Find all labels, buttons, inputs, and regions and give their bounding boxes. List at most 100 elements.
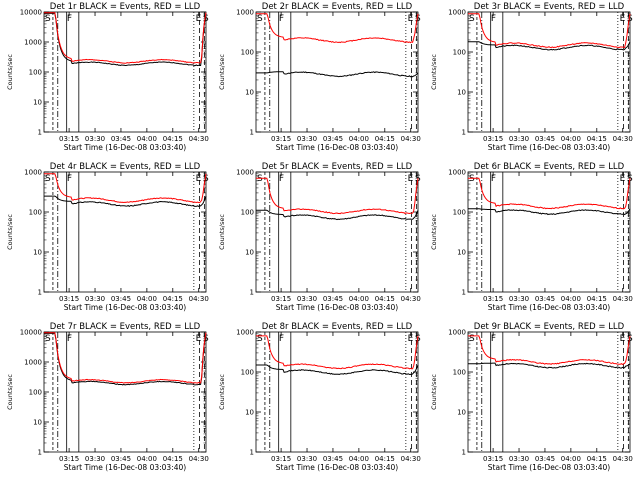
x-tick-label: 04:15 [163,295,183,303]
x-tick-label: 03:45 [323,455,343,463]
y-tick-label: 100 [453,369,466,377]
y-tick-label: 1000 [448,169,466,177]
plot-frame [255,171,419,293]
panel-det-7: Det 7r BLACK = Events, RED = LLD 1 10 100 10… [6,322,209,472]
series-events-line [256,364,419,376]
marker-e: E [196,174,202,184]
x-tick-label: 04:15 [375,295,395,303]
x-tick-label: 03:15 [271,295,291,303]
x-tick-label: 03:15 [271,455,291,463]
y-tick-label: 100 [241,369,254,377]
y-tick-label: 10000 [20,9,42,17]
x-tick-label: 03:45 [323,295,343,303]
plot-frame [255,11,419,133]
y-axis-label: Counts/sec [430,54,438,90]
x-tick-label: 04:15 [587,135,607,143]
y-axis-label: Counts/sec [430,374,438,410]
x-tick-label: 03:45 [111,135,131,143]
x-tick-label: 04:15 [163,455,183,463]
y-tick-label: 10 [457,409,466,417]
plot-frame [43,331,207,453]
x-tick-label: 04:15 [375,455,395,463]
x-tick-label: 03:15 [59,455,79,463]
series-lld-line [256,335,419,370]
y-tick-label: 10 [457,89,466,97]
marker-s: S [203,14,209,24]
plot-frame [43,11,207,133]
panel-title: Det 7r BLACK = Events, RED = LLD [50,322,201,332]
panel-det-8: Det 8r BLACK = Events, RED = LLD 1 10 100 10… [218,322,421,472]
x-axis-label: Start Time (16-Dec-08 03:03:40) [276,303,398,312]
marker-f: F [491,334,496,344]
marker-s: S [415,14,421,24]
plot-frame [255,331,419,453]
x-axis-label: Start Time (16-Dec-08 03:03:40) [64,463,186,472]
marker-e: E [196,14,202,24]
series-lld-line [468,177,631,210]
series-events-line [44,332,207,386]
y-tick-label: 1000 [448,9,466,17]
y-tick-label: 100 [29,69,42,77]
x-tick-label: 03:30 [85,135,105,143]
marker-f: F [279,174,284,184]
y-tick-label: 10 [33,99,42,107]
y-tick-label: 1000 [236,9,254,17]
x-tick-label: 04:30 [613,455,633,463]
marker-e: E [196,334,202,344]
x-tick-label: 04:30 [189,295,209,303]
marker-f: F [67,334,72,344]
series-lld-line [468,13,631,49]
series-events-line [468,208,631,216]
marker-f: F [279,334,284,344]
plot-frame [43,171,207,293]
x-tick-label: 04:15 [375,135,395,143]
y-tick-label: 10000 [20,329,42,337]
x-tick-label: 03:15 [59,135,79,143]
y-tick-label: 1000 [24,359,42,367]
x-tick-label: 03:15 [483,455,503,463]
x-tick-label: 03:30 [85,455,105,463]
series-events-line [468,362,631,369]
x-tick-label: 03:30 [509,455,529,463]
panel-title: Det 2r BLACK = Events, RED = LLD [262,2,413,12]
marker-f: F [491,174,496,184]
marker-f: F [67,174,72,184]
y-tick-label: 100 [241,209,254,217]
marker-f: F [491,14,496,24]
x-tick-label: 04:00 [137,295,157,303]
x-axis-label: Start Time (16-Dec-08 03:03:40) [488,463,610,472]
y-tick-label: 1 [462,129,466,137]
panel-det-5: Det 5r BLACK = Events, RED = LLD 1 10 100 10… [218,162,421,312]
y-tick-label: 1 [462,289,466,297]
y-axis-label: Counts/sec [218,374,226,410]
x-tick-label: 03:15 [271,135,291,143]
y-tick-label: 1 [38,289,42,297]
marker-s: S [469,174,475,184]
y-axis-label: Counts/sec [6,54,14,90]
marker-e: E [408,174,414,184]
marker-s: S [45,334,51,344]
panel-det-3: Det 3r BLACK = Events, RED = LLD 1 10 100 10… [430,2,633,152]
marker-s: S [257,174,263,184]
series-events-line [256,71,419,78]
marker-s: S [627,14,633,24]
y-tick-label: 1 [38,449,42,457]
marker-e: E [408,334,414,344]
x-tick-label: 03:45 [535,135,555,143]
marker-s: S [257,14,263,24]
series-events-line [468,41,631,51]
marker-e: E [620,14,626,24]
y-tick-label: 1 [462,449,466,457]
marker-f: F [279,14,284,24]
y-tick-label: 100 [29,389,42,397]
marker-s: S [469,14,475,24]
x-axis-label: Start Time (16-Dec-08 03:03:40) [488,303,610,312]
x-tick-label: 03:30 [509,295,529,303]
series-lld-line [256,177,419,215]
panel-title: Det 6r BLACK = Events, RED = LLD [474,162,625,172]
x-tick-label: 03:45 [535,455,555,463]
x-tick-label: 04:30 [401,135,421,143]
x-axis-label: Start Time (16-Dec-08 03:03:40) [64,303,186,312]
marker-f: F [67,14,72,24]
x-axis-label: Start Time (16-Dec-08 03:03:40) [276,143,398,152]
